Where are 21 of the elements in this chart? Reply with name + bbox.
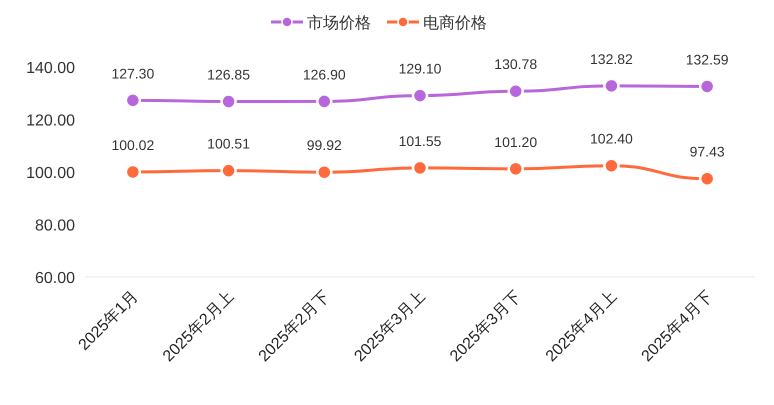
data-label: 100.02 [111, 136, 154, 153]
data-label: 97.43 [690, 144, 725, 160]
data-label: 101.20 [494, 134, 538, 150]
y-tick-label: 80.00 [34, 218, 76, 234]
y-tick-label: 120.00 [26, 112, 76, 130]
data-label: 101.55 [398, 132, 442, 149]
data-label: 127.30 [111, 65, 154, 82]
legend-label: 电商价格 [423, 14, 487, 32]
y-tick-label: 140.00 [26, 60, 76, 77]
data-label: 100.51 [207, 136, 250, 152]
data-label: 102.40 [590, 130, 634, 147]
data-label: 126.90 [302, 66, 346, 82]
data-label: 132.82 [590, 50, 634, 67]
data-label: 126.85 [207, 66, 250, 83]
data-label: 129.10 [398, 60, 442, 77]
y-tick-label: 100.00 [26, 165, 76, 182]
data-label: 99.92 [306, 137, 342, 154]
data-label: 130.78 [494, 56, 538, 72]
legend-label: 市场价格 [307, 14, 371, 32]
y-tick-label: 60.00 [34, 270, 76, 287]
data-label: 132.59 [686, 51, 729, 68]
